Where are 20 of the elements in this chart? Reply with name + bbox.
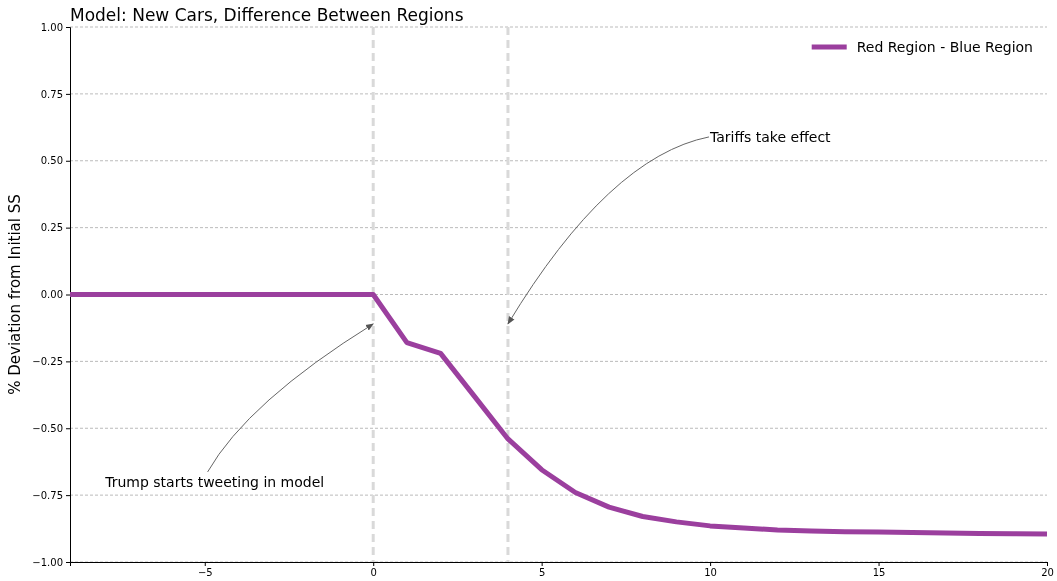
y-tick-label: −1.00 — [32, 556, 63, 568]
x-tick-label: 20 — [1041, 567, 1054, 579]
y-axis-title: % Deviation from Initial SS — [6, 194, 24, 395]
legend-label: Red Region - Blue Region — [856, 39, 1033, 55]
x-tick-label: 5 — [538, 567, 546, 579]
x-tick-label: 15 — [872, 567, 886, 579]
annotation: Tariffs take effect — [708, 128, 832, 145]
x-tick-label: 10 — [704, 567, 717, 579]
y-tick-label: 0.75 — [40, 88, 63, 100]
y-tick-label: −0.25 — [32, 356, 63, 368]
x-tick-label: −5 — [197, 567, 213, 579]
y-tick-label: 0.25 — [40, 222, 63, 234]
y-tick-label: −0.75 — [32, 489, 63, 501]
y-tick-label: 0.50 — [40, 155, 63, 167]
y-tick-label: 0.00 — [40, 289, 63, 301]
annotation: Trump starts tweeting in model — [104, 473, 325, 490]
y-tick-label: 1.00 — [40, 21, 63, 33]
chart-title: Model: New Cars, Difference Between Regions — [70, 5, 464, 25]
x-tick-label: 0 — [370, 567, 377, 579]
y-tick-label: −0.50 — [32, 422, 63, 434]
